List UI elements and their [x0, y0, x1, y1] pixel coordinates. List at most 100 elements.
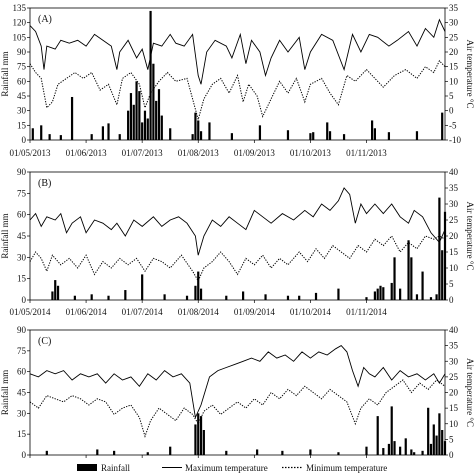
rainfall-bar — [129, 93, 133, 140]
rainfall-bar — [438, 197, 441, 300]
right-tick-label: 35 — [449, 3, 459, 13]
right-tick-label: 20 — [449, 388, 459, 398]
rainfall-bar — [326, 122, 329, 140]
rainfall-bar — [202, 430, 205, 455]
left-tick-label: 45 — [17, 231, 27, 241]
left-tick-label: 60 — [17, 76, 27, 86]
right-tick-label: 20 — [449, 47, 459, 57]
rainfall-bar — [169, 128, 172, 140]
panel-label: (C) — [38, 336, 51, 347]
rainfall-bar — [370, 120, 374, 140]
x-tick-label: 01/08/2013 — [178, 148, 220, 158]
rainfall-bar — [185, 295, 189, 300]
right-tick-label: 35 — [449, 183, 459, 193]
rainfall-bar — [155, 100, 158, 140]
right-tick-label: -10 — [449, 135, 461, 145]
left-tick-label: 75 — [17, 188, 27, 198]
left-tick-label: 15 — [17, 274, 27, 284]
rainfall-bar — [199, 131, 203, 140]
left-tick-label: 90 — [17, 167, 27, 177]
rainfall-bar — [146, 118, 149, 140]
right-tick-label: 15 — [449, 403, 459, 413]
rainfall-bar — [382, 287, 385, 300]
left-tick-label: 90 — [17, 47, 27, 57]
rainfall-bar — [410, 257, 413, 300]
right-tick-label: 35 — [449, 341, 459, 351]
rainfall-bar — [208, 122, 211, 140]
left-tick-label: 45 — [17, 388, 27, 398]
right-tick-label: 10 — [449, 76, 459, 86]
rainfall-bar — [264, 294, 267, 300]
rainfall-bar — [96, 449, 99, 455]
left-tick-label: 45 — [17, 91, 27, 101]
left-axis-label: Rainfall mm — [0, 51, 10, 96]
rainfall-bar — [312, 132, 315, 140]
left-axis-label: Rainfall mm — [0, 370, 10, 415]
right-tick-label: 20 — [449, 231, 459, 241]
rainfall-bar — [298, 295, 301, 300]
rainfall-bar — [90, 134, 93, 140]
rainfall-bar — [387, 132, 391, 140]
right-tick-label: 0 — [449, 295, 454, 305]
right-tick-label: 10 — [449, 263, 459, 273]
rainfall-bar — [157, 89, 161, 140]
left-tick-label: 0 — [22, 135, 27, 145]
rainfall-bar — [415, 294, 419, 300]
rainfall-bar — [242, 291, 245, 300]
rainfall-bar — [230, 133, 233, 140]
panel-0: 0 15 30 45 60 75 90 105 120 135 -10 -5 0 5 10 15 20 25 30 3… — [0, 3, 474, 158]
rainfall-bar — [393, 441, 396, 455]
left-tick-label: 90 — [17, 325, 27, 335]
rainfall-bar — [286, 130, 290, 140]
legend-tmin-label: Minimum temperature — [306, 463, 387, 473]
left-tick-label: 0 — [22, 295, 27, 305]
rainfall-bar — [415, 131, 419, 140]
left-axis-label: Rainfall mm — [0, 213, 10, 258]
rainfall-bar — [138, 91, 141, 140]
min-temperature-line — [29, 379, 446, 438]
legend-tmax-label: Maximum temperature — [185, 463, 268, 473]
rainfall-bar — [441, 250, 444, 300]
rainfall-bar — [309, 449, 312, 455]
right-tick-label: 0 — [449, 450, 454, 460]
rainfall-bar — [429, 297, 433, 300]
rainfall-bar — [410, 449, 413, 455]
left-tick-label: 105 — [13, 32, 27, 42]
rainfall-bar — [281, 450, 284, 455]
left-tick-label: 135 — [13, 3, 27, 13]
rainfall-bar — [376, 416, 379, 455]
max-temperature-line — [29, 187, 446, 256]
left-tick-label: 75 — [17, 62, 27, 72]
plot-frame — [29, 329, 446, 456]
rainfall-bar — [90, 294, 93, 300]
legend-rainfall-label: Rainfall — [101, 463, 130, 473]
rainfall-bar — [56, 285, 60, 300]
rainfall-bar — [124, 290, 127, 300]
rainfall-bar — [435, 294, 438, 300]
right-tick-label: 25 — [449, 372, 459, 382]
x-tick-label: 01/07/2014 — [122, 307, 164, 317]
left-tick-label: 30 — [17, 106, 27, 116]
right-tick-label: 40 — [449, 167, 459, 177]
rainfall-bar — [337, 288, 340, 300]
rainfall-bar — [286, 295, 290, 300]
rainfall-bar — [407, 240, 410, 300]
x-tick-label: 01/07/2013 — [122, 148, 164, 158]
x-tick-label: 01/08/2014 — [178, 307, 220, 317]
rainfall-bar — [40, 125, 43, 140]
panel-label: (B) — [38, 178, 51, 189]
rainfall-bar — [225, 450, 228, 455]
left-tick-label: 60 — [17, 367, 27, 377]
left-tick-label: 60 — [17, 210, 27, 220]
rainfall-bar — [258, 125, 262, 140]
rainfall-bar — [169, 446, 172, 455]
rainfall-bar — [328, 131, 332, 140]
rainfall-bar — [342, 134, 346, 140]
right-tick-label: 30 — [449, 199, 459, 209]
right-tick-label: 5 — [449, 434, 454, 444]
rainfall-bar — [197, 120, 200, 140]
rainfall-bar — [435, 435, 438, 455]
rainfall-bar — [365, 297, 368, 300]
right-tick-label: 30 — [449, 356, 459, 366]
